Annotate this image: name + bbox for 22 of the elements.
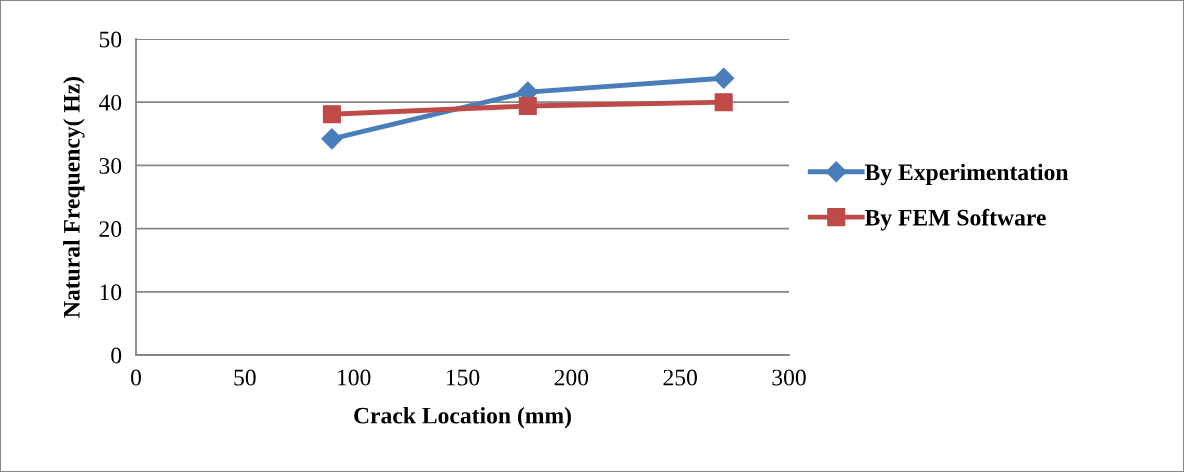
y-tick-label: 40 (98, 94, 122, 111)
point (321, 128, 343, 150)
x-tick-label: 100 (338, 369, 371, 386)
point (518, 96, 537, 116)
legend-label: By FEM Software (864, 208, 1046, 231)
y-tick-label: 50 (99, 31, 122, 48)
y-axis-title: Natural Frequency( Hz) (63, 76, 85, 318)
y-tick-label: 0 (111, 347, 122, 364)
point (713, 67, 735, 89)
x-tick-label: 200 (554, 369, 589, 386)
point (714, 93, 733, 112)
y-tick-label: 10 (100, 284, 122, 301)
x-axis-title: Crack Location (mm) (354, 406, 571, 429)
x-tick-label: 250 (663, 369, 697, 386)
x-tick-label: 300 (772, 369, 806, 386)
point (322, 105, 341, 124)
x-tick-label: 50 (234, 369, 256, 386)
x-tick-label: 0 (131, 369, 141, 386)
y-tick-label: 20 (99, 221, 122, 238)
x-tick-label: 150 (446, 369, 480, 386)
legend-label: By Experimentation (864, 163, 1069, 186)
y-tick-label: 30 (99, 157, 122, 174)
